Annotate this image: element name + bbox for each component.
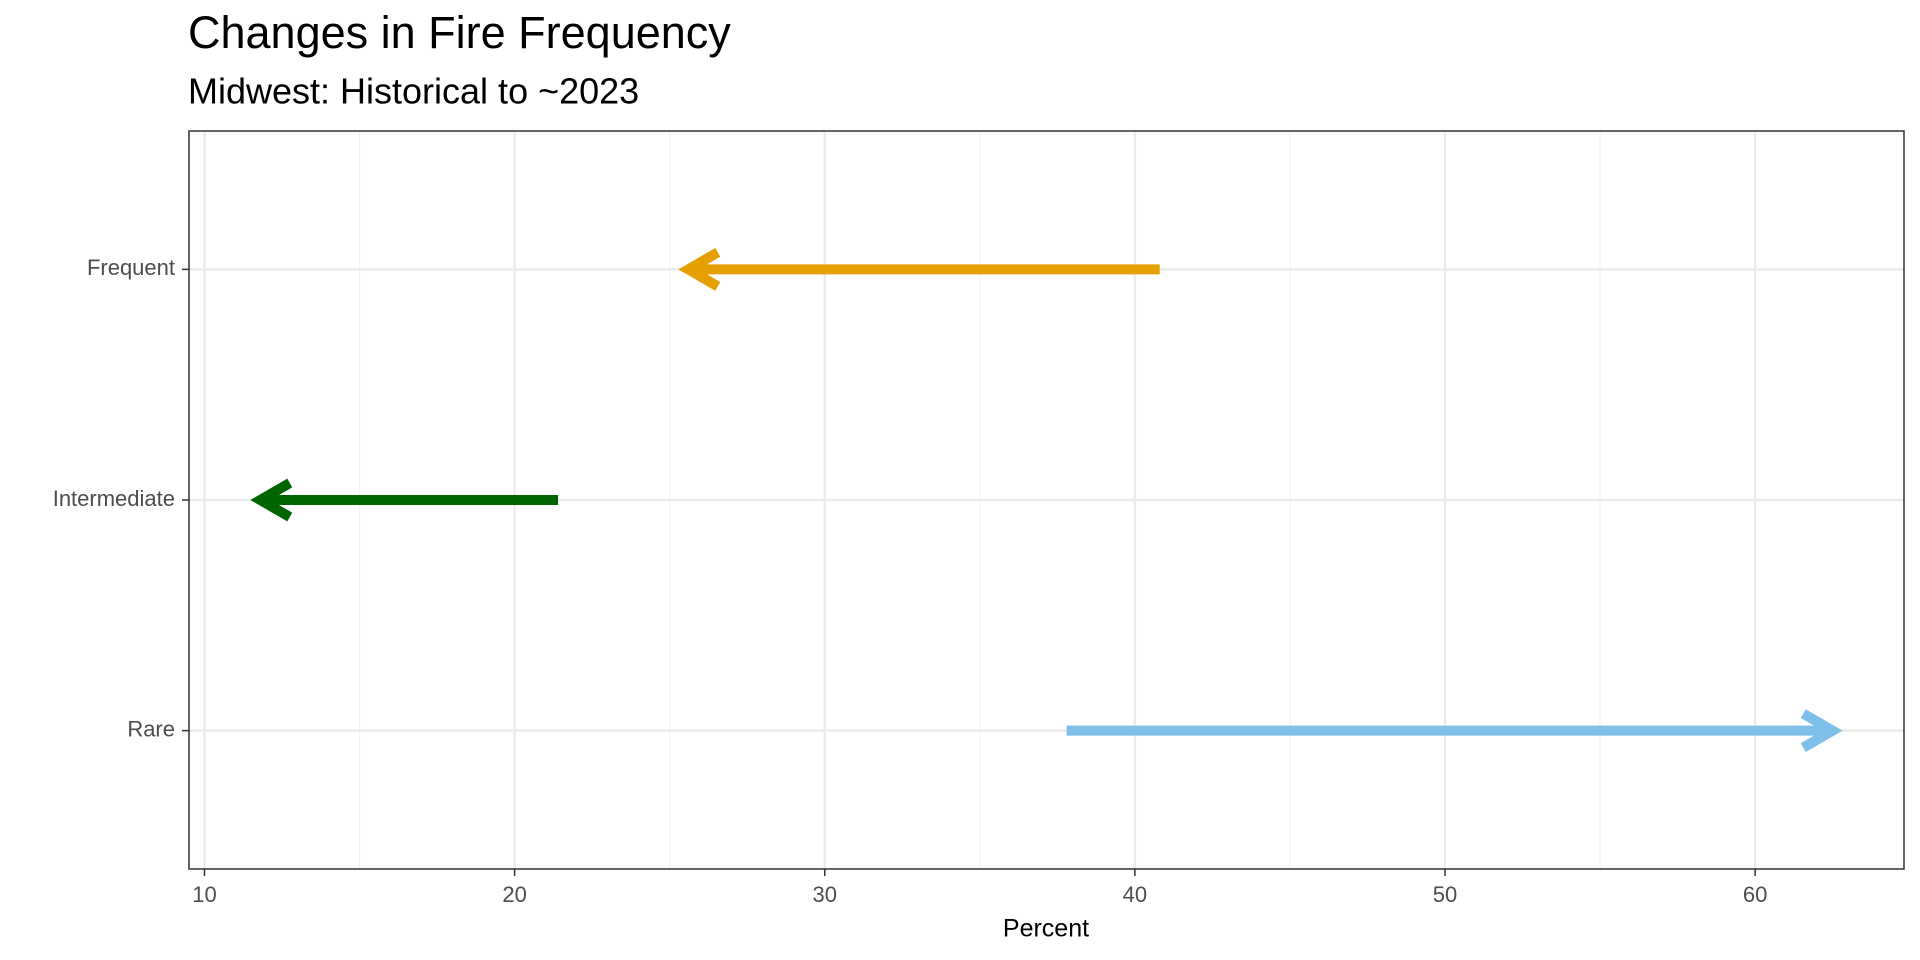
- y-tick-label: Frequent: [87, 255, 175, 280]
- y-tick-label: Rare: [127, 716, 175, 741]
- arrow: [1066, 709, 1843, 752]
- chart-title: Changes in Fire Frequency: [188, 7, 731, 58]
- x-tick-label: 20: [502, 882, 526, 907]
- plot-border: [188, 130, 1905, 870]
- x-tick-label: 40: [1123, 882, 1147, 907]
- y-tick-label: Intermediate: [53, 486, 175, 511]
- x-axis-title: Percent: [1003, 915, 1089, 943]
- x-tick-label: 50: [1433, 882, 1457, 907]
- x-tick-label: 10: [192, 882, 216, 907]
- arrow: [678, 248, 1160, 291]
- arrow: [250, 478, 559, 522]
- chart-subtitle: Midwest: Historical to ~2023: [188, 71, 639, 112]
- x-tick-label: 30: [813, 882, 837, 907]
- x-tick-label: 60: [1743, 882, 1767, 907]
